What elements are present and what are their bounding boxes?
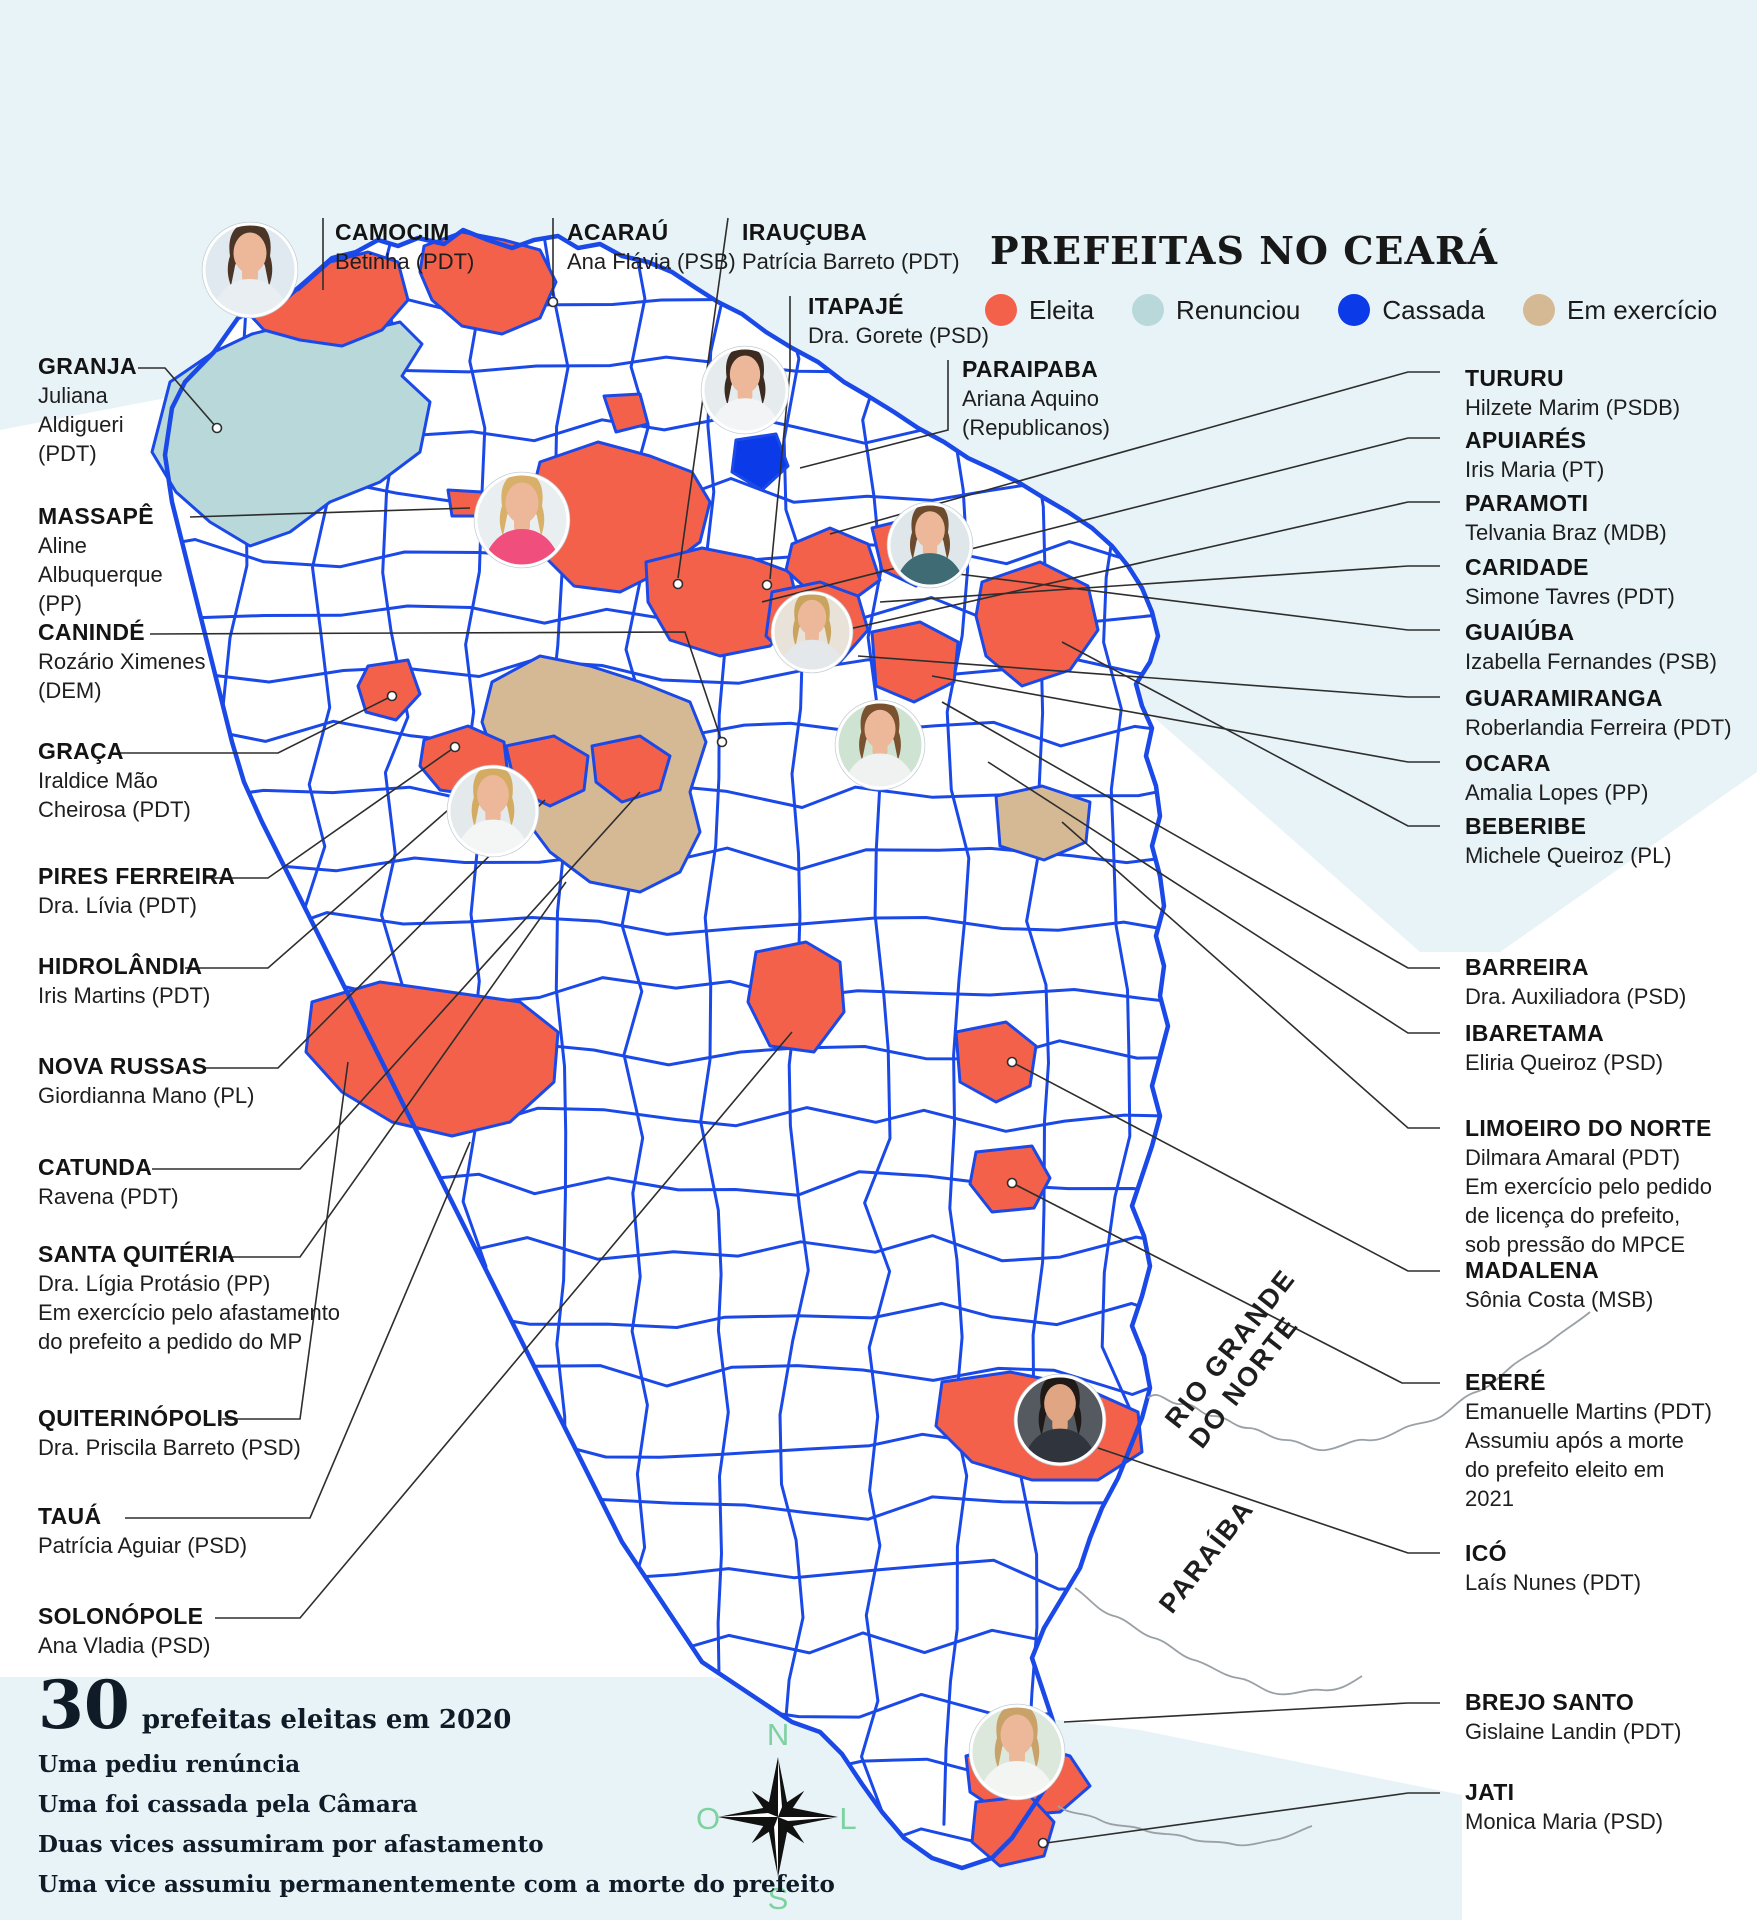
mayor-photo-paraipaba <box>700 345 790 435</box>
callout-hidrolandia: HIDROLÂNDIA Iris Martins (PDT) <box>38 953 211 1008</box>
callout-limoeiro-do-norte: LIMOEIRO DO NORTE Dilmara Amaral (PDT) E… <box>1465 1115 1713 1257</box>
legend-item-cassada: Cassada <box>1338 294 1485 326</box>
callout-quiterinopolis: QUITERINÓPOLIS Dra. Priscila Barreto (PS… <box>38 1405 301 1460</box>
cells-renunciou <box>150 320 432 548</box>
callout-guaiuba: GUAIÚBA Izabella Fernandes (PSB) <box>1465 619 1717 674</box>
mayor-photos <box>201 221 1107 1801</box>
legend-item-em-exercicio: Em exercício <box>1522 294 1718 326</box>
compass-north: N <box>767 1717 789 1752</box>
neighbor-state-labels: RIO GRANDE DO NORTE PARAÍBA <box>1152 1264 1304 1619</box>
callout-jati: JATI Monica Maria (PSD) <box>1465 1779 1664 1834</box>
compass-west: O <box>696 1801 720 1836</box>
compass-rose: N O L S <box>696 1717 857 1916</box>
callout-pires-ferreira: PIRES FERREIRA Dra. Lívia (PDT) <box>38 863 236 918</box>
legend-item-renunciou: Renunciou <box>1132 294 1300 326</box>
mayor-photo-ico <box>1013 1373 1107 1467</box>
callout-graca: GRAÇA Iraldice Mão Cheirosa (PDT) <box>38 738 191 822</box>
cells-cassada <box>730 432 790 492</box>
legend-label: Renunciou <box>1176 294 1301 325</box>
callout-guaramiranga: GUARAMIRANGA Roberlandia Ferreira (PDT) <box>1465 685 1732 740</box>
callout-iraucuba: IRAUÇUBA Patrícia Barreto (PDT) <box>742 219 960 274</box>
callout-acarau: ACARAÚ Ana Flávia (PSB) <box>567 219 736 274</box>
mayor-photo-brejo-santo <box>968 1703 1066 1801</box>
eleita-dot-icon <box>985 294 1017 326</box>
callout-ibaretama: IBARETAMA Eliria Queiroz (PSD) <box>1465 1020 1664 1075</box>
callout-santa-quiteria: SANTA QUITÉRIA Dra. Lígia Protásio (PP) … <box>38 1241 341 1354</box>
mayor-photo-caridade <box>886 501 974 589</box>
callout-nova-russas: NOVA RUSSAS Giordianna Mano (PL) <box>38 1053 255 1108</box>
callout-caninde: CANINDÉ Rozário Ximenes (DEM) <box>38 619 206 703</box>
mayor-photo-hidrolandia <box>446 764 540 858</box>
callout-ico: ICÓ Laís Nunes (PDT) <box>1465 1540 1642 1595</box>
callout-taua: TAUÁ Patrícia Aguiar (PSD) <box>38 1503 248 1558</box>
stats-block: 30 prefeitas eleitas em 2020 Uma pediu r… <box>38 1672 835 1898</box>
callout-massape: MASSAPÊ Aline Albuquerque (PP) <box>38 503 163 616</box>
legend-label: Eleita <box>1029 294 1095 325</box>
state-boundary-lines <box>1057 1311 1591 1847</box>
callout-beberibe: BEBERIBE Michele Queiroz (PL) <box>1465 813 1672 868</box>
compass-south: S <box>768 1881 789 1916</box>
callout-camocim: CAMOCIM Betinha (PDT) <box>335 219 475 274</box>
stat-line: Uma pediu renúncia <box>38 1751 301 1778</box>
stat-line: Uma vice assumiu permanentemente com a m… <box>38 1871 835 1898</box>
callout-tururu: TURURU Hilzete Marim (PSDB) <box>1465 365 1681 420</box>
legend-label: Em exercício <box>1566 294 1718 325</box>
callout-solonopole: SOLONÓPOLE Ana Vladia (PSD) <box>38 1603 211 1658</box>
legend-item-eleita: Eleita <box>985 294 1094 326</box>
callout-itapaje: ITAPAJÉ Dra. Gorete (PSD) <box>808 293 989 348</box>
stat-line: Uma foi cassada pela Câmara <box>38 1791 418 1818</box>
callout-paramoti: PARAMOTI Telvania Braz (MDB) <box>1465 490 1667 545</box>
mayor-photo-massape <box>473 471 571 569</box>
callout-madalena: MADALENA Sônia Costa (MSB) <box>1465 1257 1654 1312</box>
em-exercicio-dot-icon <box>1522 294 1555 326</box>
callout-brejo-santo: BREJO SANTO Gislaine Landin (PDT) <box>1465 1689 1682 1744</box>
callout-ocara: OCARA Amalia Lopes (PP) <box>1465 750 1649 805</box>
label-paraiba: PARAÍBA <box>1152 1493 1260 1618</box>
callout-barreira: BARREIRA Dra. Auxiliadora (PSD) <box>1465 954 1687 1009</box>
cassada-dot-icon <box>1338 294 1371 326</box>
page-title: PREFEITAS NO CEARÁ <box>990 228 1499 273</box>
callout-apuiares: APUIARÉS Iris Maria (PT) <box>1465 427 1605 482</box>
callout-caridade: CARIDADE Simone Tavres (PDT) <box>1465 554 1675 609</box>
compass-east: L <box>839 1801 856 1836</box>
callout-paraipaba: PARAIPABA Ariana Aquino (Republicanos) <box>962 356 1110 440</box>
callout-catunda: CATUNDA Ravena (PDT) <box>38 1154 179 1209</box>
mayor-photo-camocim <box>201 221 299 319</box>
renunciou-dot-icon <box>1132 294 1165 326</box>
callout-erere: ERERÉ Emanuelle Martins (PDT) Assumiu ap… <box>1465 1369 1712 1511</box>
mayor-photo-barreira <box>834 699 926 791</box>
legend-label: Cassada <box>1382 294 1485 325</box>
stat-line: Duas vices assumiram por afastamento <box>38 1831 544 1858</box>
state-border <box>162 227 1171 1871</box>
stat-big-number: 30 <box>38 1666 130 1744</box>
legend: Eleita Renunciou Cassada Em exercício <box>985 294 1755 326</box>
stat-headline: prefeitas eleitas em 2020 <box>141 1705 512 1735</box>
callout-granja: GRANJA Juliana Aldigueri (PDT) <box>38 353 137 466</box>
mayor-photo-guaramiranga <box>770 590 854 674</box>
